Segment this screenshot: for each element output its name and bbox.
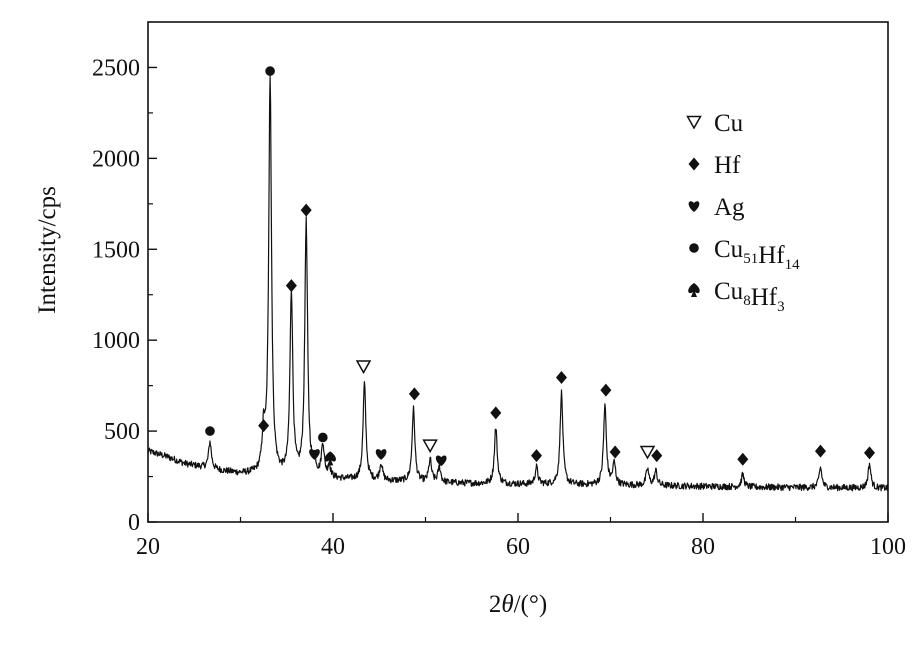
y-tick-label: 2500 <box>92 55 140 81</box>
peak-marker-heart <box>375 449 387 460</box>
peak-marker-diamond <box>651 449 663 463</box>
peak-marker-diamond <box>408 387 420 401</box>
legend-label: Ag <box>714 194 745 221</box>
legend-entry: Cu <box>686 110 744 137</box>
y-tick-label: 1000 <box>92 328 140 354</box>
diffraction-pattern-line <box>147 75 889 492</box>
x-axis: 20 40 60 80 100 <box>136 513 906 560</box>
peak-marker-circle <box>265 66 275 76</box>
peak-marker-diamond <box>258 419 270 433</box>
legend-label: Cu <box>714 110 744 137</box>
x-tick-label: 100 <box>870 534 906 560</box>
peak-marker-triangle-down-open <box>639 445 656 460</box>
legend-marker-spade <box>688 283 700 297</box>
legend-marker-diamond <box>688 157 700 171</box>
x-tick-label: 40 <box>321 534 345 560</box>
y-tick-label: 2000 <box>92 146 140 172</box>
legend-label: Hf <box>714 152 741 179</box>
legend-entry: Ag <box>688 194 745 221</box>
peak-markers <box>205 66 875 467</box>
y-tick-label: 0 <box>128 510 140 536</box>
y-axis: 0 500 1000 1500 2000 2500 <box>92 55 157 536</box>
peak-marker-triangle-down-open <box>355 360 372 375</box>
peak-marker-diamond <box>864 446 875 460</box>
peak-marker-diamond <box>737 452 749 466</box>
legend-entry: Cu8Hf3 <box>688 278 785 315</box>
y-axis-title: Intensity/cps <box>34 186 61 314</box>
peak-marker-diamond <box>531 449 542 463</box>
peak-marker-circle <box>205 426 215 436</box>
legend-label: Cu8Hf3 <box>714 278 785 315</box>
x-tick-label: 80 <box>691 534 715 560</box>
peak-marker-spade <box>324 451 337 466</box>
legend-label: Cu51Hf14 <box>714 236 800 273</box>
y-tick-label: 1500 <box>92 237 140 263</box>
x-axis-title-suffix: /(°) <box>514 591 548 618</box>
peak-marker-heart <box>435 455 447 467</box>
legend: Cu Hf Ag Cu51Hf14 Cu8Hf3 <box>686 110 800 315</box>
peak-marker-diamond <box>285 279 297 293</box>
legend-marker-triangle-down-open <box>686 115 702 130</box>
legend-marker-circle <box>689 243 699 253</box>
x-tick-label: 60 <box>506 534 530 560</box>
peak-marker-diamond <box>814 444 826 458</box>
x-axis-title-prefix: 2 <box>489 591 502 618</box>
x-axis-title: 2θ/(°) <box>489 591 547 618</box>
x-axis-title-variable: θ <box>501 591 513 618</box>
plot-frame <box>147 21 889 523</box>
peak-marker-diamond <box>609 445 621 459</box>
legend-entry: Hf <box>688 152 741 179</box>
peak-marker-diamond <box>555 370 567 384</box>
peak-marker-triangle-down-open <box>422 439 438 454</box>
peak-marker-diamond <box>600 383 612 397</box>
peak-marker-heart <box>309 449 320 460</box>
peak-marker-circle <box>318 432 328 443</box>
legend-marker-heart <box>688 201 700 212</box>
y-tick-label: 500 <box>104 419 140 445</box>
peak-marker-diamond <box>300 203 312 217</box>
x-tick-label: 20 <box>136 534 160 560</box>
legend-entry: Cu51Hf14 <box>689 236 800 273</box>
peak-marker-diamond <box>490 406 502 420</box>
